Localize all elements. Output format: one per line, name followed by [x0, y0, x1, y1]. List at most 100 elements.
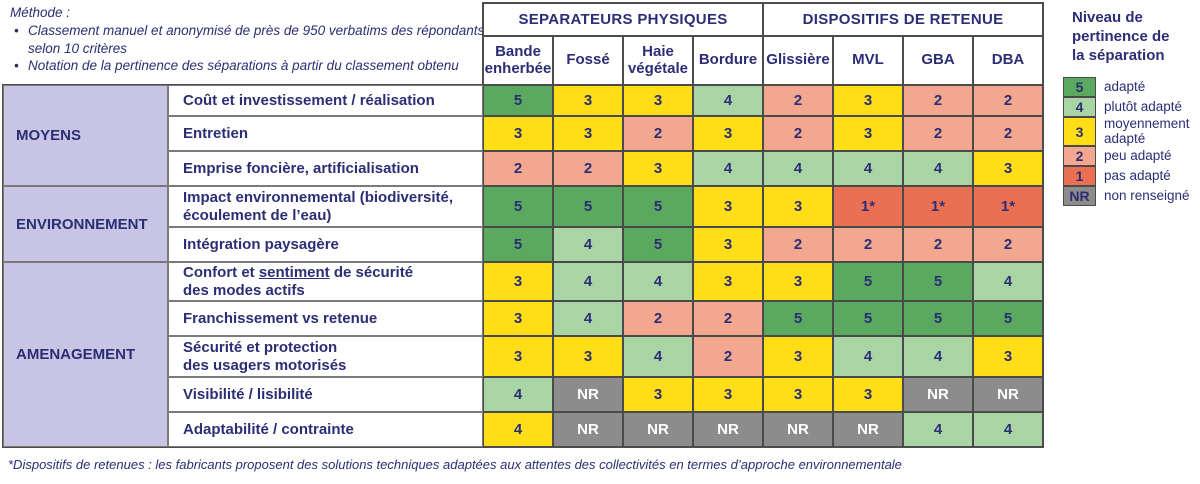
legend-swatch-5: 5: [1063, 77, 1096, 98]
legend-swatch-2: 2: [1063, 146, 1096, 167]
column-header-mvl: MVL: [833, 36, 903, 85]
legend-swatch-nr: NR: [1063, 186, 1096, 207]
rating-cell: 3: [833, 377, 903, 412]
rating-cell: NR: [553, 412, 623, 447]
row-group-moyens: MOYENS: [3, 85, 168, 186]
legend-item: 2 peu adapté: [1063, 146, 1199, 167]
rating-cell: 4: [693, 151, 763, 186]
criterion-text: Sécurité et protection: [183, 339, 338, 357]
criterion-line: Emprise foncière, artificialisation: [183, 160, 482, 177]
criterion-text: Impact environnemental (biodiversité,: [183, 189, 454, 207]
criterion-text: Intégration paysagère: [183, 235, 339, 253]
legend: Niveau de pertinence de la séparation 5 …: [1063, 8, 1199, 207]
rating-cell: 3: [763, 186, 833, 227]
rating-cell: 5: [623, 186, 693, 227]
legend-label: peu adapté: [1104, 148, 1172, 163]
criterion-line: Impact environnemental (biodiversité,: [183, 189, 482, 206]
rating-cell: 2: [693, 301, 763, 336]
legend-label: non renseigné: [1104, 188, 1190, 203]
rating-cell: 2: [903, 85, 973, 116]
rating-cell: 2: [903, 116, 973, 151]
legend-title: Niveau de pertinence de la séparation: [1072, 9, 1170, 65]
criterion-text: Emprise foncière, artificialisation: [183, 159, 419, 177]
criterion-impact-environnemental: Impact environnemental (biodiversité, éc…: [168, 186, 483, 227]
legend-swatch-4: 4: [1063, 97, 1096, 118]
bullet-marker: •: [14, 22, 19, 38]
rating-cell: NR: [693, 412, 763, 447]
rating-cell: 3: [973, 151, 1043, 186]
column-header-bande-enherbee: Bande enherbée: [483, 36, 553, 85]
rating-cell: 1*: [903, 186, 973, 227]
criterion-franchissement-vs-retenue: Franchissement vs retenue: [168, 301, 483, 336]
rating-cell: 4: [623, 262, 693, 301]
rating-cell: 5: [623, 227, 693, 262]
criterion-line: Adaptabilité / contrainte: [183, 421, 482, 438]
rating-cell: 1*: [973, 186, 1043, 227]
rating-cell: 5: [833, 262, 903, 301]
rating-cell: 5: [903, 262, 973, 301]
criterion-line: Franchissement vs retenue: [183, 310, 482, 327]
rating-cell: NR: [973, 377, 1043, 412]
rating-cell: 2: [623, 116, 693, 151]
rating-cell: 4: [833, 151, 903, 186]
rating-cell: 2: [833, 227, 903, 262]
row-group-environnement: ENVIRONNEMENT: [3, 186, 168, 262]
criterion-adaptabilite-contrainte: Adaptabilité / contrainte: [168, 412, 483, 447]
criterion-confort-sentiment-securite: Confort et sentiment de sécurité des mod…: [168, 262, 483, 301]
rating-cell: 5: [483, 186, 553, 227]
column-header-bordure: Bordure: [693, 36, 763, 85]
rating-cell: 3: [693, 116, 763, 151]
legend-label: moyennement adapté: [1104, 116, 1190, 146]
rating-cell: NR: [553, 377, 623, 412]
criterion-line: Coût et investissement / réalisation: [183, 92, 482, 109]
footnote: *Dispositifs de retenues : les fabricant…: [8, 457, 902, 472]
rating-cell: 3: [763, 336, 833, 377]
legend-swatch-3: 3: [1063, 117, 1096, 147]
rating-cell: 4: [553, 301, 623, 336]
legend-label: pas adapté: [1104, 168, 1171, 183]
criterion-integration-paysagere: Intégration paysagère: [168, 227, 483, 262]
rating-cell: 3: [483, 262, 553, 301]
column-header-glissiere: Glissière: [763, 36, 833, 85]
rating-cell: 1*: [833, 186, 903, 227]
rating-cell: 3: [693, 377, 763, 412]
rating-cell: 3: [693, 186, 763, 227]
bullet-marker: •: [14, 58, 19, 74]
rating-cell: 3: [763, 262, 833, 301]
column-header-fosse: Fossé: [553, 36, 623, 85]
rating-cell: NR: [763, 412, 833, 447]
legend-item: NR non renseigné: [1063, 186, 1199, 207]
rating-cell: 4: [483, 412, 553, 447]
rating-cell: 4: [553, 262, 623, 301]
rating-cell: 3: [553, 116, 623, 151]
method-bullet-text: Notation de la pertinence des séparation…: [28, 58, 459, 74]
criterion-text: Visibilité / lisibilité: [183, 385, 313, 403]
criterion-entretien: Entretien: [168, 116, 483, 151]
rating-cell: 5: [973, 301, 1043, 336]
criterion-emprise-fonciere: Emprise foncière, artificialisation: [168, 151, 483, 186]
rating-cell: 4: [903, 151, 973, 186]
criterion-line: des usagers motorisés: [183, 356, 347, 374]
criterion-text: Franchissement vs retenue: [183, 309, 378, 327]
rating-cell: 2: [763, 85, 833, 116]
rating-cell: NR: [623, 412, 693, 447]
rating-cell: 3: [623, 85, 693, 116]
method-note: Méthode : • Classement manuel et anonymi…: [10, 4, 488, 75]
rating-cell: 4: [483, 377, 553, 412]
column-header-dba: DBA: [973, 36, 1043, 85]
column-headers: SEPARATEURS PHYSIQUES DISPOSITIFS DE RET…: [482, 2, 1044, 86]
rating-cell: 4: [903, 412, 973, 447]
criterion-text: de sécurité: [329, 264, 414, 282]
rating-cell: 5: [903, 301, 973, 336]
column-group-separateurs-physiques: SEPARATEURS PHYSIQUES: [483, 3, 763, 36]
rating-cell: 3: [623, 377, 693, 412]
criterion-line: écoulement de l’eau): [183, 206, 332, 224]
legend-label: adapté: [1104, 78, 1146, 94]
criterion-line: Sécurité et protection: [183, 339, 482, 356]
legend-item: 1 pas adapté: [1063, 166, 1199, 187]
legend-item: 3 moyennement adapté: [1063, 116, 1199, 147]
criterion-text: Adaptabilité / contrainte: [183, 420, 354, 438]
criterion-text: Confort et: [183, 264, 259, 282]
rating-cell: NR: [833, 412, 903, 447]
